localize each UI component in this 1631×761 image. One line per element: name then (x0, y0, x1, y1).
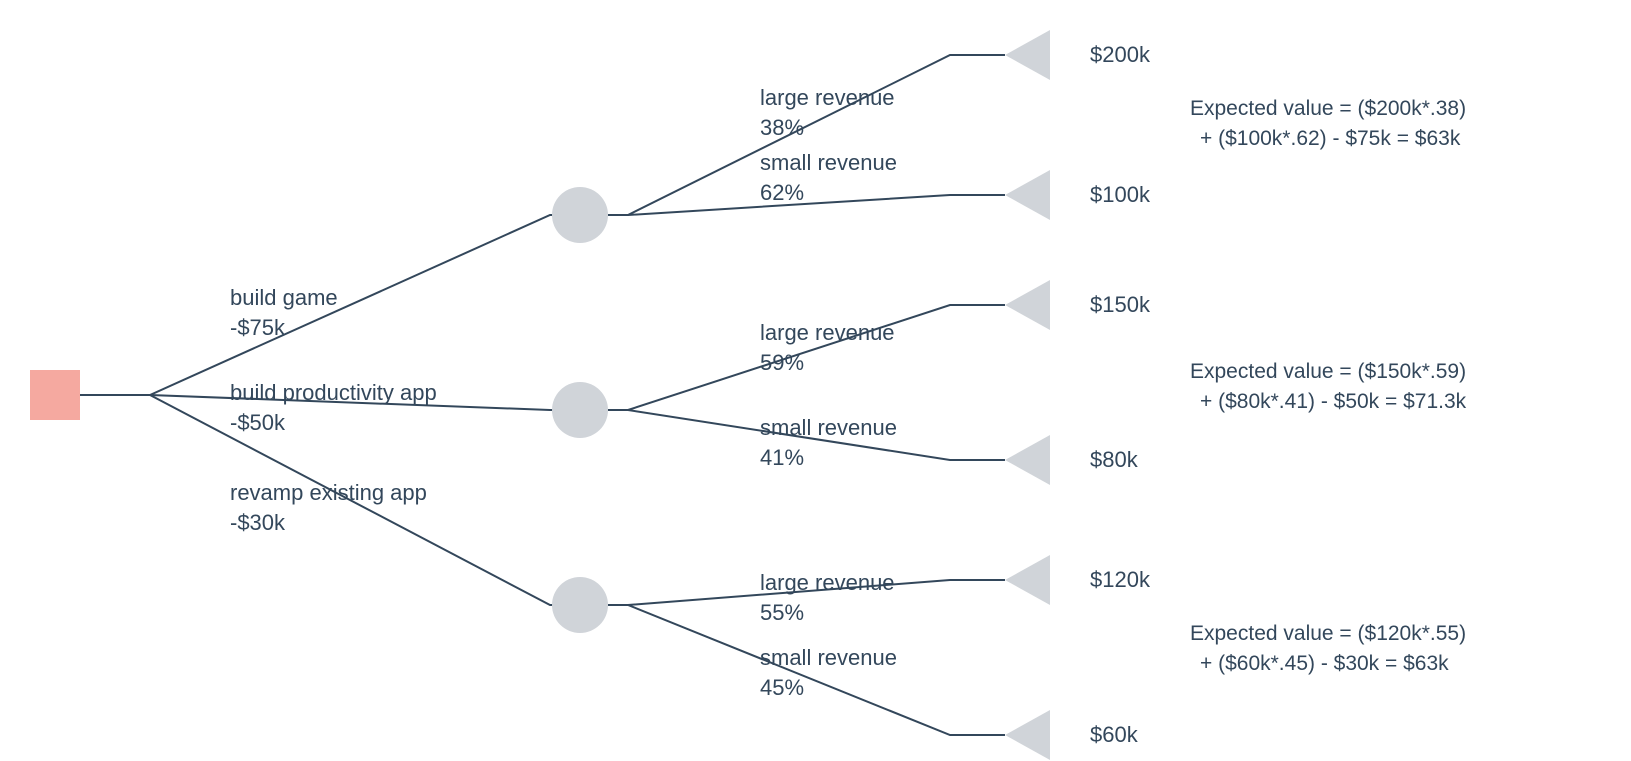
expected-value-line1: Expected value = ($200k*.38) (1190, 97, 1466, 120)
edge (608, 55, 1005, 215)
chance-node (552, 187, 608, 243)
chance-node (552, 382, 608, 438)
decision-cost: -$30k (230, 510, 286, 535)
payoff-value: $120k (1090, 567, 1151, 592)
outcome-probability: 55% (760, 600, 804, 625)
outcome-probability: 59% (760, 350, 804, 375)
outcome-probability: 45% (760, 675, 804, 700)
outcome-probability: 41% (760, 445, 804, 470)
decision-cost: -$50k (230, 410, 286, 435)
decision-node (30, 370, 80, 420)
outcome-label: small revenue (760, 645, 897, 670)
payoff-value: $100k (1090, 182, 1151, 207)
nodes-layer (30, 30, 1050, 760)
terminal-node (1005, 170, 1050, 220)
edge (608, 605, 1005, 735)
decision-label: build productivity app (230, 380, 437, 405)
payoff-value: $60k (1090, 722, 1139, 747)
terminal-node (1005, 555, 1050, 605)
terminal-node (1005, 30, 1050, 80)
expected-value-line2: + ($80k*.41) - $50k = $71.3k (1200, 390, 1467, 413)
terminal-node (1005, 435, 1050, 485)
outcome-label: large revenue (760, 320, 895, 345)
outcome-label: large revenue (760, 85, 895, 110)
decision-tree-diagram: build game -$75k build productivity app -$5… (0, 0, 1631, 761)
expected-value-line1: Expected value = ($120k*.55) (1190, 622, 1466, 645)
outcome-probability: 38% (760, 115, 804, 140)
expected-value-line1: Expected value = ($150k*.59) (1190, 360, 1466, 383)
labels-layer: build game -$75k build productivity app -$5… (230, 42, 1467, 747)
outcome-label: small revenue (760, 150, 897, 175)
expected-value-line2: + ($100k*.62) - $75k = $63k (1200, 127, 1461, 150)
terminal-node (1005, 280, 1050, 330)
payoff-value: $80k (1090, 447, 1139, 472)
terminal-node (1005, 710, 1050, 760)
edge (608, 195, 1005, 215)
decision-cost: -$75k (230, 315, 286, 340)
decision-label: revamp existing app (230, 480, 427, 505)
payoff-value: $200k (1090, 42, 1151, 67)
outcome-label: large revenue (760, 570, 895, 595)
chance-node (552, 577, 608, 633)
expected-value-line2: + ($60k*.45) - $30k = $63k (1200, 652, 1449, 675)
outcome-label: small revenue (760, 415, 897, 440)
payoff-value: $150k (1090, 292, 1151, 317)
outcome-probability: 62% (760, 180, 804, 205)
decision-label: build game (230, 285, 338, 310)
